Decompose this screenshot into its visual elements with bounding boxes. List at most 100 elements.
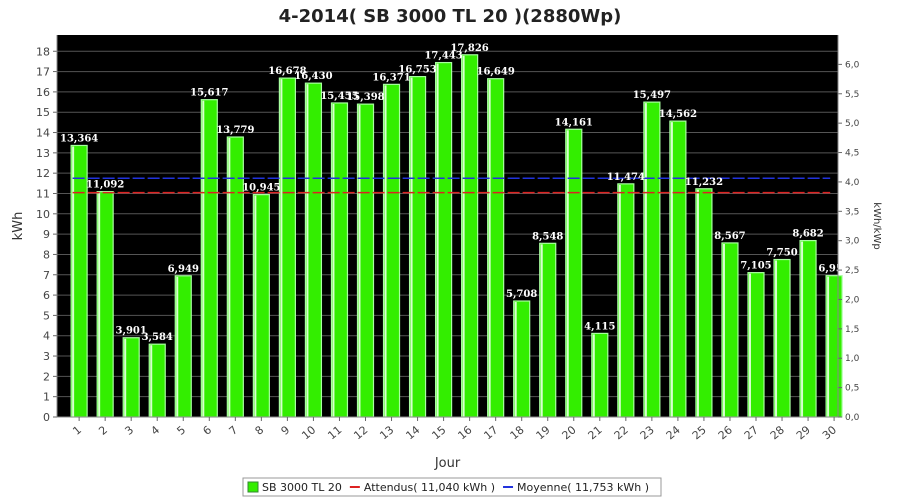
data-label: 15,497 — [633, 90, 671, 101]
bar-highlight — [124, 338, 127, 417]
bar — [434, 61, 453, 418]
x-tick-label: 18 — [508, 423, 527, 442]
y-tick-label: 8 — [43, 248, 50, 261]
bar-highlight — [462, 55, 465, 417]
y-tick-label: 9 — [43, 228, 50, 241]
bar — [174, 275, 192, 418]
y-tick-label: 15 — [36, 106, 50, 119]
x-tick-label: 22 — [612, 423, 631, 442]
data-label: 4,115 — [584, 321, 615, 332]
y2-tick-label: 0,5 — [845, 384, 859, 394]
bar — [226, 136, 244, 418]
data-label: 3,584 — [142, 332, 173, 343]
data-label: 16,649 — [477, 67, 515, 78]
data-label: 7,105 — [740, 261, 771, 272]
data-label: 13,779 — [216, 125, 254, 136]
x-tick-label: 15 — [429, 423, 448, 442]
y-tick-label: 5 — [43, 309, 50, 322]
y-tick-label: 17 — [36, 66, 50, 79]
bar — [70, 144, 88, 418]
x-tick-label: 13 — [377, 423, 396, 442]
data-label: 14,562 — [659, 109, 697, 120]
y-tick-label: 2 — [43, 370, 50, 383]
x-tick-label: 9 — [279, 423, 293, 437]
y-tick-label: 18 — [36, 45, 50, 58]
x-tick-label: 2 — [96, 423, 110, 437]
legend-label: SB 3000 TL 20 — [262, 481, 342, 494]
bar-highlight — [280, 79, 283, 417]
x-tick-label: 12 — [351, 423, 370, 442]
data-label: 11,232 — [685, 177, 723, 188]
x-tick-label: 4 — [148, 423, 162, 437]
x-tick-label: 20 — [560, 423, 579, 442]
data-label: 17,826 — [450, 43, 488, 54]
y-tick-label: 4 — [43, 330, 50, 343]
bar-highlight — [98, 192, 101, 417]
reference-lines — [72, 177, 831, 194]
bar-highlight — [722, 243, 725, 417]
x-tick-label: 19 — [534, 423, 553, 442]
x-tick-label: 23 — [638, 423, 657, 442]
y2-tick-label: 4,0 — [845, 178, 860, 188]
x-tick-label: 5 — [174, 423, 188, 437]
bar — [487, 78, 505, 418]
data-label: 6,949 — [168, 264, 199, 275]
x-tick-label: 26 — [716, 423, 735, 442]
data-label: 11,474 — [607, 172, 645, 183]
y2-tick-label: 5,0 — [845, 119, 860, 129]
y2-tick-label: 2,5 — [845, 266, 859, 276]
bar — [799, 239, 817, 418]
bar — [773, 258, 791, 418]
x-tick-label: 10 — [299, 423, 318, 442]
y-tick-label: 0 — [43, 411, 50, 424]
x-axis-title: Jour — [434, 456, 461, 471]
bar-highlight — [827, 276, 830, 417]
bar — [591, 332, 609, 418]
data-label: 15,617 — [190, 88, 228, 99]
bar — [617, 183, 635, 418]
bar-highlight — [618, 184, 621, 417]
data-label: 10,945 — [242, 183, 280, 194]
data-label: 13,364 — [60, 133, 98, 144]
legend-label: Attendus( 11,040 kWh ) — [364, 481, 495, 494]
bar — [747, 272, 765, 418]
x-tick-label: 1 — [70, 423, 84, 437]
bar-highlight — [540, 244, 543, 417]
legend-box — [242, 477, 662, 497]
x-tick-label: 29 — [794, 423, 813, 442]
bar — [539, 242, 557, 418]
data-label: 16,678 — [268, 66, 306, 77]
data-label: 8,548 — [532, 231, 563, 242]
data-label: 15,455 — [320, 91, 358, 102]
bar-highlight — [254, 195, 257, 417]
data-label: 8,682 — [792, 229, 823, 240]
legend-label: Moyenne( 11,753 kWh ) — [517, 481, 649, 494]
data-label: 3,901 — [116, 326, 147, 337]
y2-tick-label: 0,0 — [845, 413, 860, 423]
x-tick-label: 8 — [253, 423, 267, 437]
bar-highlight — [801, 241, 804, 417]
bar-highlight — [228, 138, 231, 417]
bar — [669, 120, 687, 418]
bar — [252, 194, 270, 418]
bar — [721, 242, 739, 418]
chart-title: 4-2014( SB 3000 TL 20 )(2880Wp) — [279, 6, 622, 27]
y2-tick-label: 1,0 — [845, 354, 860, 364]
data-label: 5,708 — [506, 289, 537, 300]
x-tick-label: 28 — [768, 423, 787, 442]
y-axis-title: kWh — [11, 212, 26, 241]
bar — [565, 128, 583, 418]
bar-highlight — [436, 63, 439, 417]
bar-highlight — [488, 79, 491, 418]
y-tick-label: 10 — [36, 208, 50, 221]
bar-highlight — [202, 100, 205, 418]
y-tick-label: 16 — [36, 86, 50, 99]
bar-highlight — [644, 103, 647, 418]
bar-highlight — [592, 334, 595, 417]
legend: SB 3000 TL 20 Attendus( 11,040 kWh ) Moyen… — [242, 477, 662, 497]
y2-tick-label: 4,5 — [845, 149, 859, 159]
bar — [356, 103, 375, 418]
